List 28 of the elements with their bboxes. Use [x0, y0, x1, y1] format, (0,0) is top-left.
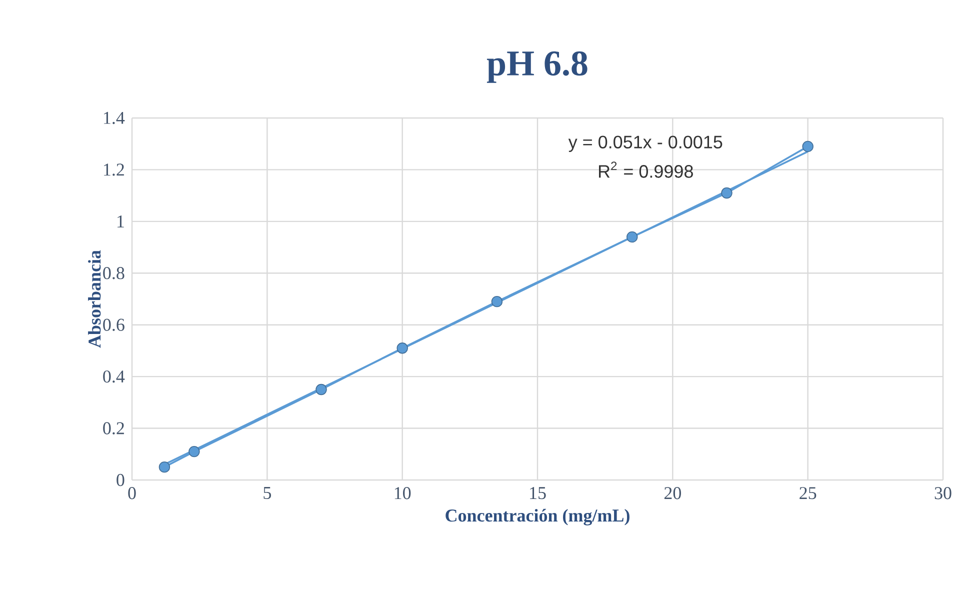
- point: [802, 140, 814, 152]
- point: [396, 342, 408, 354]
- x-tick-label: 15: [530, 487, 546, 500]
- y-tick-label: 0.4: [103, 370, 125, 383]
- y-tick-label: 0.2: [103, 422, 124, 434]
- point: [721, 187, 732, 199]
- chart-title: pH 6.8: [486, 51, 588, 83]
- y-tick-label: 1: [118, 215, 124, 228]
- point: [491, 296, 503, 308]
- point: [316, 384, 327, 396]
- point: [626, 231, 638, 243]
- annotation: y = 0.051x - 0.0015: [568, 136, 722, 152]
- y-tick-label: 0: [116, 474, 124, 486]
- y-axis-title: Absorbancia: [88, 250, 101, 348]
- y-tick-label: 1.4: [104, 112, 125, 124]
- x-tick-label: 20: [664, 487, 681, 500]
- x-tick-label: 25: [800, 487, 816, 500]
- annotation: R$^{2}$ = 0.9998: [598, 162, 693, 178]
- x-tick-label: 10: [394, 487, 411, 500]
- x-tick-label: 0: [128, 487, 136, 500]
- point: [188, 446, 200, 458]
- x-tick-label: 5: [264, 487, 271, 500]
- y-tick-label: 0.8: [103, 267, 124, 280]
- x-axis-title: Concentración (mg/mL): [446, 508, 630, 526]
- y-tick-label: 1.2: [104, 164, 124, 176]
- x-tick-label: 30: [934, 487, 952, 500]
- point: [158, 461, 170, 473]
- y-tick-label: 0.6: [103, 318, 124, 331]
